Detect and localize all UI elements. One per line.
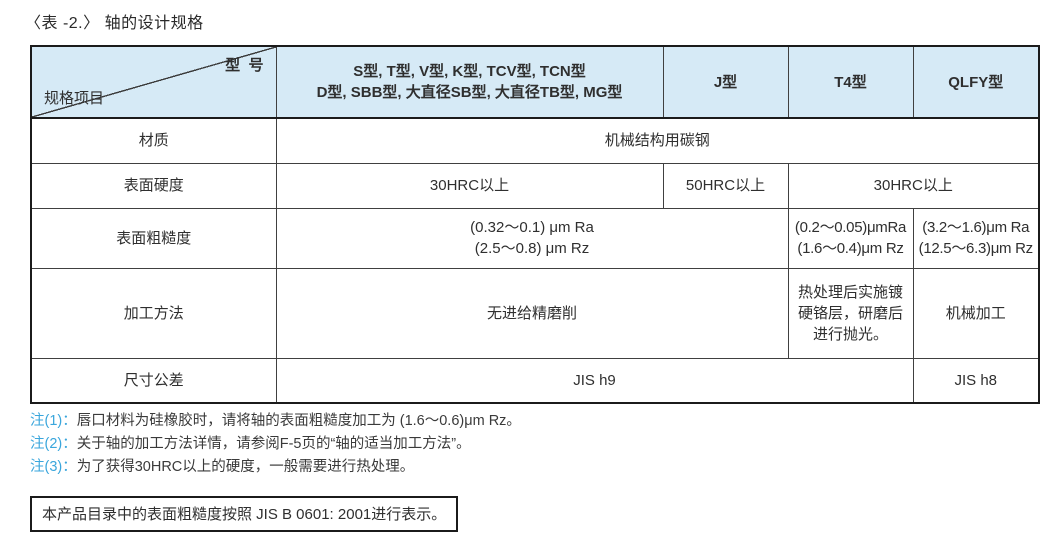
roughness-value-t4: (0.2～0.05)μmRa (1.6～0.4)μm Rz: [787, 207, 914, 269]
tolerance-row-label: 尺寸公差: [30, 357, 277, 404]
note-2-text: 关于轴的加工方法详情，请参阅F-5页的“轴的适当加工方法”。: [76, 436, 471, 452]
header-models-line2: D型, SBB型, 大直径SB型, 大直径TB型, MG型: [316, 84, 623, 101]
machining-value-standard-j: 无进给精磨削: [275, 267, 789, 359]
page-title: 〈表 -2.〉 轴的设计规格: [25, 15, 204, 32]
material-value-all: 机械结构用碳钢: [275, 117, 1040, 164]
header-cell-qlfy-model: QLFY型: [912, 45, 1040, 119]
roughness-t4-rz: (1.6～0.4)μm Rz: [797, 240, 904, 257]
roughness-row: 表面粗糙度 (0.32～0.1) μm Ra (2.5～0.8) μm Rz (…: [30, 207, 1040, 269]
roughness-value-qlfy: (3.2～1.6)μm Ra (12.5～6.3)μm Rz: [912, 207, 1040, 269]
tolerance-row: 尺寸公差 JIS h9 JIS h8: [30, 357, 1040, 404]
hardness-value-standard: 30HRC以上: [275, 162, 664, 209]
header-models-line1: S型, T型, V型, K型, TCV型, TCN型: [353, 63, 586, 80]
roughness-standard-ra: (0.32～0.1) μm Ra: [470, 219, 594, 236]
machining-value-qlfy: 机械加工: [912, 267, 1040, 359]
note-1-text: 唇口材料为硅橡胶时，请将轴的表面粗糙度加工为 (1.6～0.6)μm Rz。: [76, 413, 521, 429]
note-2-tag: 注(2)：: [30, 436, 77, 452]
corner-model-label: 型 号: [225, 57, 264, 74]
note-1-tag: 注(1)：: [30, 413, 77, 429]
roughness-standard-rz: (2.5～0.8) μm Rz: [474, 240, 590, 257]
header-diagonal-line: [32, 47, 276, 117]
roughness-qlfy-ra: (3.2～1.6)μm Ra: [922, 219, 1030, 236]
note-3-text: 为了获得30HRC以上的硬度，一般需要进行热处理。: [76, 459, 415, 475]
roughness-qlfy-rz: (12.5～6.3)μm Rz: [918, 240, 1033, 257]
note-2: 注(2)： 关于轴的加工方法详情，请参阅F-5页的“轴的适当加工方法”。: [30, 433, 521, 456]
roughness-value-standard-j: (0.32～0.1) μm Ra (2.5～0.8) μm Rz: [275, 207, 789, 269]
roughness-t4-ra: (0.2～0.05)μmRa: [794, 219, 907, 236]
corner-cell: 型 号 规格项目: [30, 45, 277, 119]
machining-value-t4: 热处理后实施镀硬铬层，研磨后进行抛光。: [787, 267, 914, 359]
tolerance-value-qlfy: JIS h8: [912, 357, 1040, 404]
header-cell-j-model: J型: [662, 45, 789, 119]
note-3: 注(3)： 为了获得30HRC以上的硬度，一般需要进行热处理。: [30, 456, 521, 479]
note-1: 注(1)： 唇口材料为硅橡胶时，请将轴的表面粗糙度加工为 (1.6～0.6)μm…: [30, 410, 521, 433]
material-row: 材质 机械结构用碳钢: [30, 117, 1040, 164]
roughness-row-label: 表面粗糙度: [30, 207, 277, 269]
header-cell-t4-model: T4型: [787, 45, 914, 119]
header-cell-standard-models: S型, T型, V型, K型, TCV型, TCN型 D型, SBB型, 大直径…: [275, 45, 664, 119]
material-row-label: 材质: [30, 117, 277, 164]
shaft-spec-table: 型 号 规格项目 S型, T型, V型, K型, TCV型, TCN型 D型, …: [30, 45, 1040, 404]
corner-spec-label: 规格项目: [44, 90, 105, 107]
machining-row-label: 加工方法: [30, 267, 277, 359]
table-header-row: 型 号 规格项目 S型, T型, V型, K型, TCV型, TCN型 D型, …: [30, 45, 1040, 119]
hardness-value-t4-qlfy: 30HRC以上: [787, 162, 1040, 209]
tolerance-value-standard-j-t4: JIS h9: [275, 357, 914, 404]
hardness-value-j: 50HRC以上: [662, 162, 789, 209]
machining-row: 加工方法 无进给精磨削 热处理后实施镀硬铬层，研磨后进行抛光。 机械加工: [30, 267, 1040, 359]
note-3-tag: 注(3)：: [30, 459, 77, 475]
hardness-row: 表面硬度 30HRC以上 50HRC以上 30HRC以上: [30, 162, 1040, 209]
notes-block: 注(1)： 唇口材料为硅橡胶时，请将轴的表面粗糙度加工为 (1.6～0.6)μm…: [30, 410, 521, 479]
hardness-row-label: 表面硬度: [30, 162, 277, 209]
roughness-standard-notice-box: 本产品目录中的表面粗糙度按照 JIS B 0601: 2001进行表示。: [30, 496, 459, 532]
